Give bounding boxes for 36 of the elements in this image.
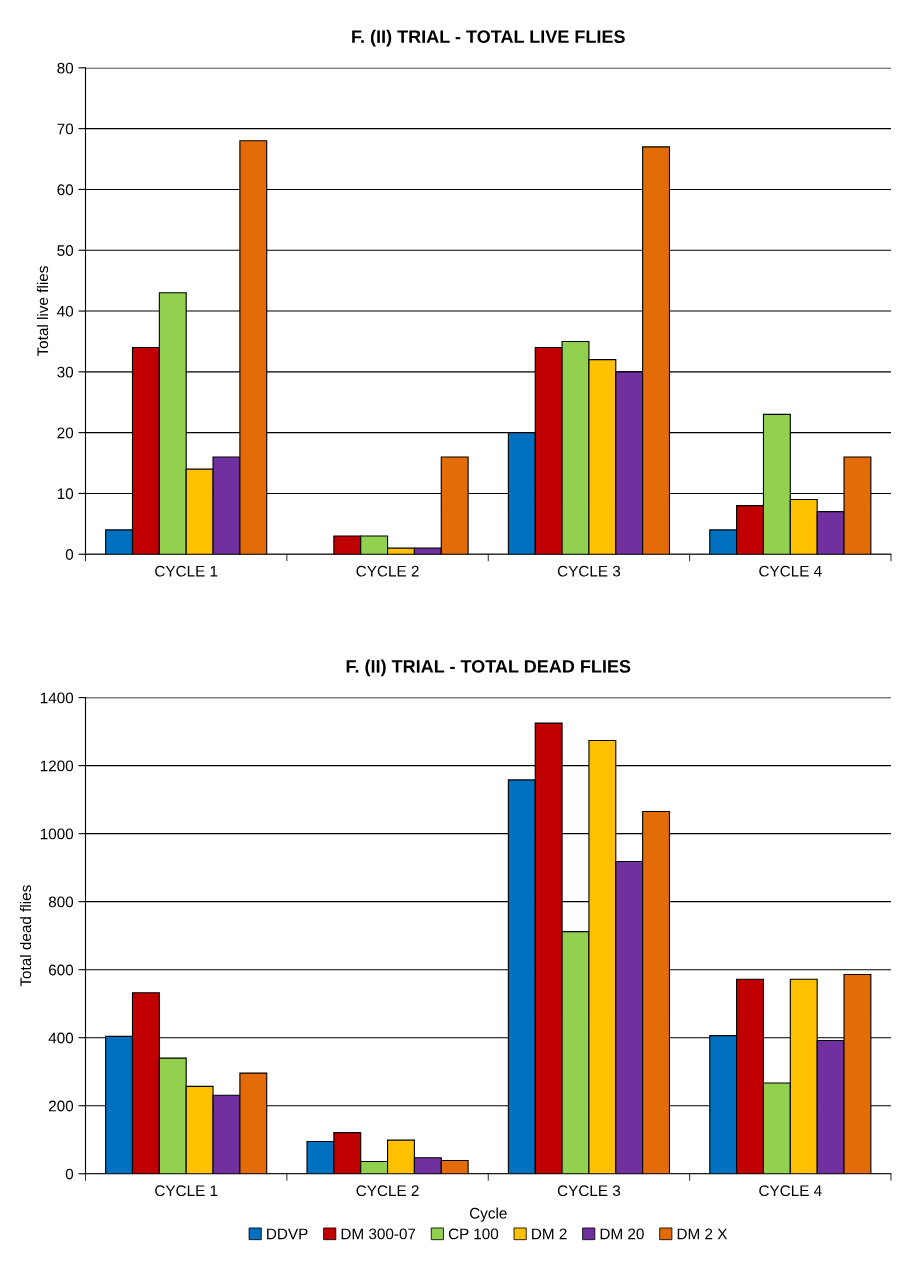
x-tick-label: CYCLE 4 — [759, 565, 822, 577]
y-tick-label: 40 — [57, 305, 74, 317]
x-tick-label: CYCLE 1 — [155, 1185, 218, 1197]
legend-label: DM 300-07 — [341, 1228, 416, 1240]
x-tick-label: CYCLE 4 — [759, 1185, 822, 1197]
x-tick-label: CYCLE 2 — [356, 1185, 419, 1197]
y-axis-title: Total dead flies — [19, 885, 32, 987]
y-tick-label: 30 — [57, 366, 74, 378]
legend-label: DM 2 X — [677, 1228, 728, 1240]
y-tick-label: 80 — [57, 62, 74, 74]
y-tick-label: 600 — [48, 964, 74, 976]
y-tick-label: 200 — [48, 1100, 74, 1112]
chart-title: F. (II) TRIAL - TOTAL LIVE FLIES — [352, 29, 625, 47]
x-tick-label: CYCLE 3 — [557, 1185, 621, 1197]
y-tick-label: 1200 — [40, 760, 74, 772]
x-tick-label: CYCLE 1 — [155, 565, 218, 577]
y-tick-label: 0 — [65, 1168, 74, 1180]
y-tick-label: 0 — [65, 549, 74, 560]
y-tick-label: 400 — [48, 1032, 74, 1044]
legend-label: DM 20 — [600, 1228, 644, 1240]
y-tick-label: 70 — [57, 123, 74, 135]
y-tick-label: 10 — [57, 488, 74, 500]
legend-label: DM 2 — [532, 1228, 567, 1240]
y-tick-label: 50 — [57, 245, 74, 256]
y-tick-label: 60 — [57, 184, 74, 196]
y-tick-label: 1000 — [40, 828, 74, 840]
y-axis-title: Total live flies — [36, 266, 49, 357]
x-tick-label: CYCLE 2 — [356, 565, 419, 577]
x-tick-label: CYCLE 3 — [557, 565, 621, 577]
legend-label: DDVP — [267, 1228, 308, 1240]
x-axis-title: Cycle — [469, 1207, 507, 1222]
legend-label: CP 100 — [448, 1228, 499, 1240]
y-tick-label: 800 — [48, 896, 74, 908]
chart-title: F. (II) TRIAL - TOTAL DEAD FLIES — [346, 659, 631, 677]
y-tick-label: 1400 — [40, 692, 74, 704]
y-tick-label: 20 — [57, 427, 74, 439]
